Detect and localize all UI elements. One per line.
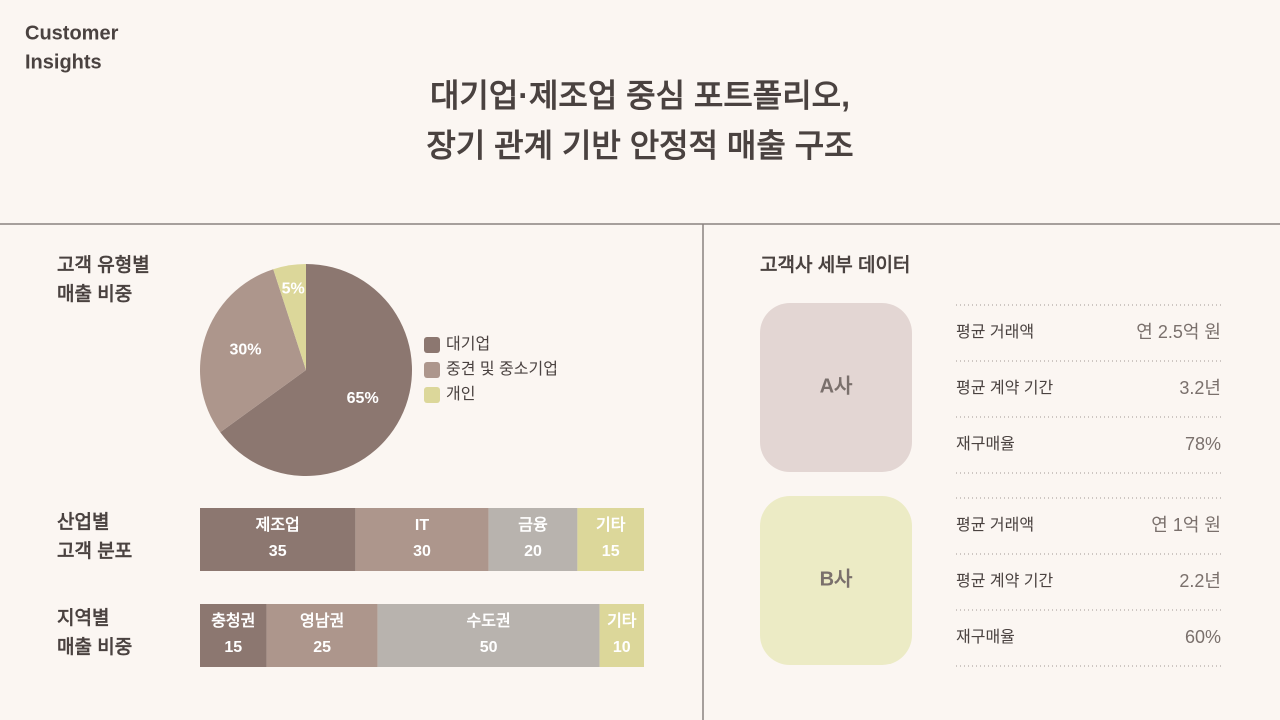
panel-title: 고객사 세부 데이터 <box>760 254 910 276</box>
metric-label: 평균 계약 기간 <box>956 379 1053 397</box>
data-label: 5% <box>282 281 305 298</box>
bar-segment <box>377 604 600 667</box>
pie-slice <box>200 269 306 433</box>
metric-label: 평균 거래액 <box>956 323 1034 341</box>
data-label: 30% <box>229 342 261 359</box>
legend-label: 개인 <box>446 385 475 403</box>
segment-label: 영남권 <box>300 611 344 630</box>
metric-value: 2.2년 <box>1179 571 1221 591</box>
bar-segment <box>577 508 644 571</box>
metric-value: 연 1억 원 <box>1151 515 1221 535</box>
segment-value: 20 <box>524 543 542 560</box>
client-name: B사 <box>820 567 853 590</box>
segment-label: 기타 <box>596 516 626 534</box>
segment-value: 15 <box>224 639 242 656</box>
segment-value: 35 <box>269 543 287 560</box>
chart-title: 매출 비중 <box>57 283 132 305</box>
client-card <box>760 496 912 665</box>
legend-label: 중견 및 중소기업 <box>446 360 558 378</box>
segment-value: 25 <box>313 639 331 656</box>
legend-label: 대기업 <box>446 335 490 353</box>
metric-value: 연 2.5억 원 <box>1136 322 1221 342</box>
metric-value: 78% <box>1185 434 1221 454</box>
bar-segment <box>200 604 267 667</box>
segment-label: 금융 <box>518 516 548 534</box>
segment-value: 15 <box>602 543 620 560</box>
segment-value: 10 <box>613 639 631 656</box>
segment-label: 충청권 <box>211 611 255 630</box>
chart-title: 고객 유형별 <box>57 254 150 276</box>
legend-swatch <box>424 362 440 378</box>
brand: Customer <box>25 22 119 44</box>
pie-slice <box>273 264 306 370</box>
metric-label: 평균 계약 기간 <box>956 572 1053 590</box>
bar-segment <box>488 508 578 571</box>
segment-value: 50 <box>480 639 498 656</box>
chart-title: 산업별 <box>57 511 109 533</box>
segment-label: 기타 <box>607 612 637 630</box>
segment-label: IT <box>415 517 429 534</box>
client-name: A사 <box>820 374 853 397</box>
metric-label: 평균 거래액 <box>956 516 1034 534</box>
segment-label: 제조업 <box>256 516 300 534</box>
legend-swatch <box>424 337 440 353</box>
chart-title: 고객 분포 <box>57 540 132 562</box>
segment-value: 30 <box>413 543 431 560</box>
chart-title: 매출 비중 <box>57 636 132 658</box>
pie-slice <box>220 264 413 476</box>
metric-label: 재구매율 <box>956 628 1015 646</box>
headline: 장기 관계 기반 안정적 매출 구조 <box>426 127 853 163</box>
metric-label: 재구매율 <box>956 435 1015 453</box>
bar-segment <box>200 508 356 571</box>
chart-title: 지역별 <box>57 607 109 629</box>
data-label: 65% <box>347 390 379 407</box>
client-card <box>760 303 912 472</box>
headline: 대기업·제조업 중심 포트폴리오, <box>430 77 850 113</box>
metric-value: 60% <box>1185 627 1221 647</box>
bar-segment <box>266 604 378 667</box>
segment-label: 수도권 <box>467 611 511 630</box>
brand: Insights <box>25 51 102 73</box>
bar-segment <box>355 508 489 571</box>
legend-swatch <box>424 387 440 403</box>
bar-segment <box>599 604 644 667</box>
metric-value: 3.2년 <box>1179 378 1221 398</box>
